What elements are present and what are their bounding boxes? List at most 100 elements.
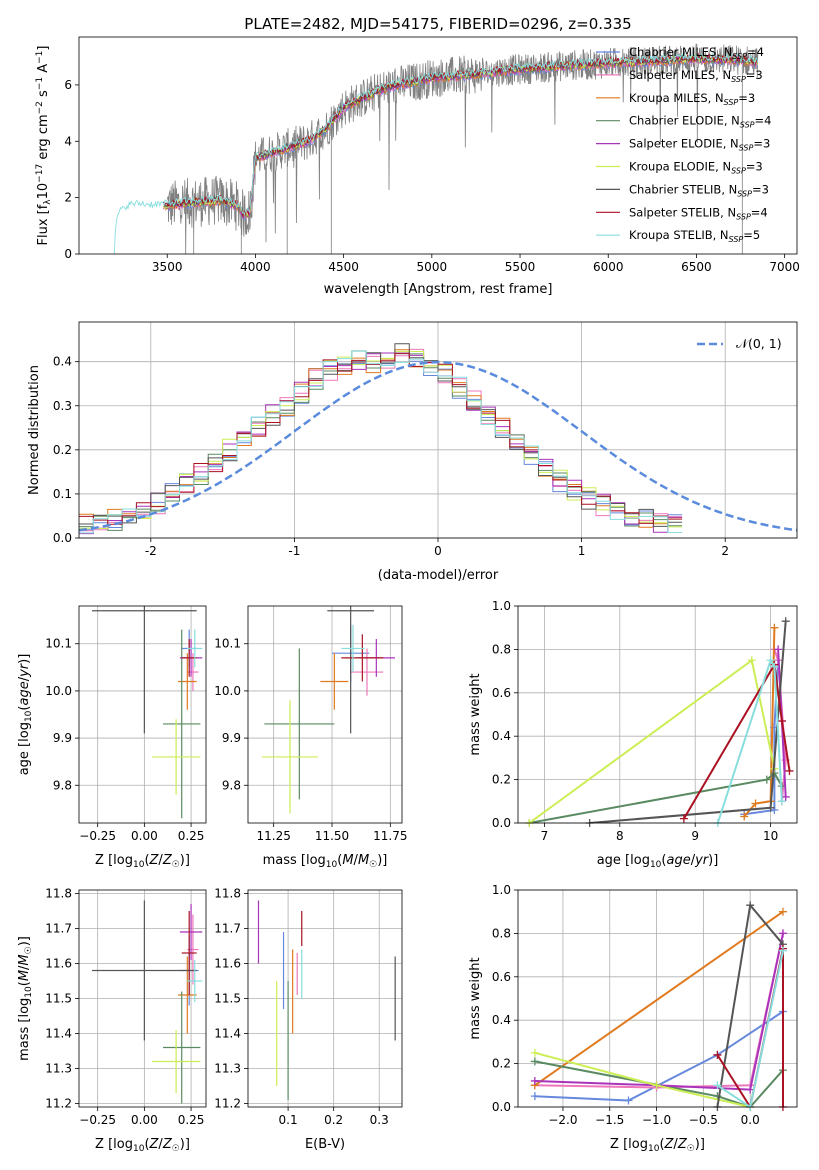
label-part: ☉ bbox=[24, 946, 34, 954]
label-part: Z [log bbox=[95, 1137, 133, 1152]
observed-spectrum bbox=[166, 43, 759, 254]
x-tick-label: -2 bbox=[145, 544, 157, 558]
label-part: M bbox=[342, 853, 353, 868]
weight-line-kroupa-miles bbox=[534, 910, 784, 1087]
y-tick-label: 11.7 bbox=[45, 922, 72, 936]
legend-sub: SSP bbox=[736, 212, 751, 221]
y-tick-label: 0.0 bbox=[492, 1100, 511, 1114]
residuals-frame bbox=[78, 321, 798, 539]
weight_vs_age-grid bbox=[518, 605, 797, 824]
model-chabrier-stelib bbox=[163, 54, 758, 215]
label-part: Z bbox=[664, 1137, 675, 1152]
x-tick-label: 11.25 bbox=[256, 829, 290, 843]
x-tick-label: 6500 bbox=[681, 260, 712, 274]
legend-entry: 𝒩(0, 1) bbox=[736, 336, 782, 351]
hist-salpeter-elodie bbox=[79, 352, 683, 535]
errorbar-point bbox=[163, 629, 201, 819]
x-tick-label: 2 bbox=[721, 544, 729, 558]
age_vs_Z-frame bbox=[78, 605, 207, 824]
legend-tail: =4 bbox=[755, 114, 772, 128]
label-part: 10 bbox=[133, 860, 145, 870]
label-part: M bbox=[358, 853, 369, 868]
y-axis-label: mass weight bbox=[468, 957, 483, 1039]
weight-marker bbox=[679, 814, 688, 823]
residuals-grid bbox=[79, 322, 797, 539]
age_vs_mass-frame bbox=[247, 605, 403, 824]
legend-entry: Kroupa MILES, NSSP=3 bbox=[629, 91, 755, 107]
weight-marker bbox=[777, 717, 786, 726]
label-part: )] bbox=[180, 853, 190, 868]
label-part: 10 bbox=[24, 986, 34, 998]
errorbar-point bbox=[262, 700, 318, 814]
label-part: age [log bbox=[17, 722, 32, 775]
weight-marker bbox=[740, 812, 749, 821]
y-tick-label: 0.2 bbox=[492, 773, 511, 787]
errorbar-point bbox=[181, 639, 197, 677]
weight-marker bbox=[530, 1048, 539, 1057]
x-tick-label: 5000 bbox=[417, 260, 448, 274]
weight_vs_age-frame bbox=[517, 605, 798, 824]
label-part: −17 bbox=[35, 164, 45, 183]
label-part: erg cm bbox=[36, 114, 51, 163]
y-tick-label: 9.8 bbox=[53, 778, 72, 792]
y-tick-label: 10.1 bbox=[45, 637, 72, 651]
legend-tail: =3 bbox=[746, 68, 763, 82]
weight-marker bbox=[713, 1081, 722, 1090]
y-axis-label: mass [log10(M/M☉)] bbox=[17, 936, 34, 1061]
legend-entry: Chabrier MILES, NSSP=4 bbox=[629, 45, 764, 61]
y-tick-label: 0.4 bbox=[53, 355, 72, 369]
weight-marker bbox=[530, 1076, 539, 1085]
label-part: )] bbox=[695, 1137, 705, 1152]
y-axis-label: mass weight bbox=[468, 673, 483, 755]
y-tick-label: 0.4 bbox=[492, 1013, 511, 1027]
model-kroupa-stelib bbox=[113, 52, 759, 254]
errorbar-point bbox=[341, 624, 365, 673]
label-part: / bbox=[673, 1137, 678, 1152]
y-tick-label: 11.3 bbox=[214, 1062, 241, 1076]
label-part: ( bbox=[17, 981, 32, 986]
y-tick-label: 10.0 bbox=[214, 684, 241, 698]
mass_vs_EBV-grid bbox=[248, 890, 402, 1107]
legend-entry: Salpeter ELODIE, NSSP=3 bbox=[629, 137, 770, 153]
legend-sub: SSP bbox=[731, 167, 746, 176]
errorbar-point bbox=[320, 653, 349, 710]
y-tick-label: 11.5 bbox=[45, 992, 72, 1006]
spectrum-panel: 3500 4000 4500 5000 5500 6000 6500 7000 0 2 4 6 wave… bbox=[35, 36, 800, 297]
y-tick-label: 0.0 bbox=[53, 531, 72, 545]
legend-entry: Salpeter MILES, NSSP=3 bbox=[629, 68, 763, 84]
weight-marker bbox=[762, 775, 771, 784]
label-part: 10 bbox=[24, 710, 34, 722]
label-part: M bbox=[17, 954, 32, 965]
weight_vs_Z-frame bbox=[517, 889, 798, 1108]
x-axis-label: age [log10(age/yr)] bbox=[597, 853, 719, 870]
x-tick-label: 7000 bbox=[769, 260, 800, 274]
y-tick-label: 11.6 bbox=[214, 957, 241, 971]
weight-marker bbox=[624, 1096, 633, 1105]
label-part: −2 bbox=[35, 101, 45, 114]
weight-line-kroupa-elodie bbox=[528, 658, 776, 823]
y-tick-label: 0.6 bbox=[492, 686, 511, 700]
legend-text: Kroupa ELODIE, N bbox=[629, 160, 731, 174]
legend-text: Salpeter ELODIE, N bbox=[629, 137, 739, 151]
x-tick-label: 0 bbox=[434, 544, 442, 558]
y-tick-label: 0.8 bbox=[492, 642, 511, 656]
x-axis-label: mass [log10(M/M☉)] bbox=[263, 853, 388, 870]
legend-text: Kroupa STELIB, N bbox=[629, 228, 729, 242]
x-tick-label: 10 bbox=[763, 829, 778, 843]
y-tick-label: 1.0 bbox=[492, 883, 511, 897]
y-tick-label: 6 bbox=[64, 78, 72, 92]
errorbar-point bbox=[187, 960, 203, 1002]
mass_vs_EBV-frame bbox=[247, 889, 403, 1108]
legend-sub: SSP bbox=[729, 235, 744, 244]
label-part: Z bbox=[677, 1137, 688, 1152]
errorbar-point bbox=[179, 904, 203, 960]
weight-line-salpeter-stelib bbox=[683, 661, 791, 820]
x-tick-label: 0.1 bbox=[279, 1113, 298, 1127]
legend-tail: =4 bbox=[747, 45, 764, 59]
legend-entry: Chabrier STELIB, NSSP=3 bbox=[629, 182, 769, 198]
hist-chabrier-miles bbox=[79, 352, 683, 531]
label-part: / bbox=[17, 965, 32, 970]
weight-marker bbox=[747, 656, 756, 665]
gaussian-curve bbox=[78, 360, 798, 532]
